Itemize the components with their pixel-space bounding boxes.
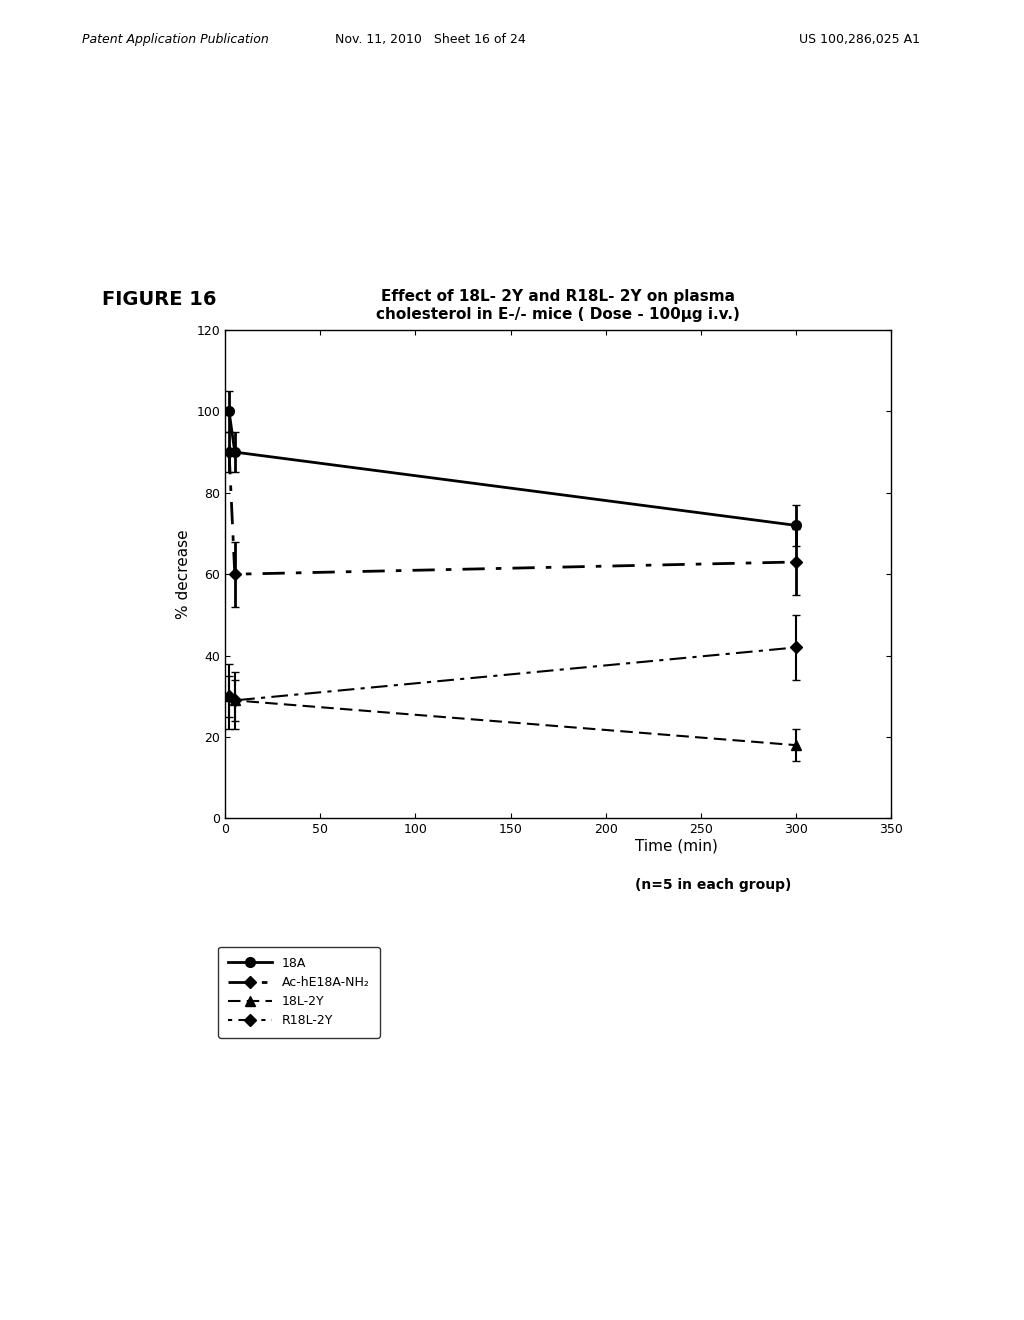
Y-axis label: % decrease: % decrease <box>176 529 191 619</box>
Title: Effect of 18L- 2Y and R18L- 2Y on plasma
cholesterol in E-/- mice ( Dose - 100μg: Effect of 18L- 2Y and R18L- 2Y on plasma… <box>376 289 740 322</box>
Text: (n=5 in each group): (n=5 in each group) <box>635 878 792 892</box>
Legend: 18A, Ac-hE18A-NH₂, 18L-2Y, R18L-2Y: 18A, Ac-hE18A-NH₂, 18L-2Y, R18L-2Y <box>218 946 380 1038</box>
Text: FIGURE 16: FIGURE 16 <box>102 290 217 309</box>
Text: Time (min): Time (min) <box>635 838 718 853</box>
Text: US 100,286,025 A1: US 100,286,025 A1 <box>799 33 920 46</box>
Text: Nov. 11, 2010   Sheet 16 of 24: Nov. 11, 2010 Sheet 16 of 24 <box>335 33 525 46</box>
Text: Patent Application Publication: Patent Application Publication <box>82 33 268 46</box>
